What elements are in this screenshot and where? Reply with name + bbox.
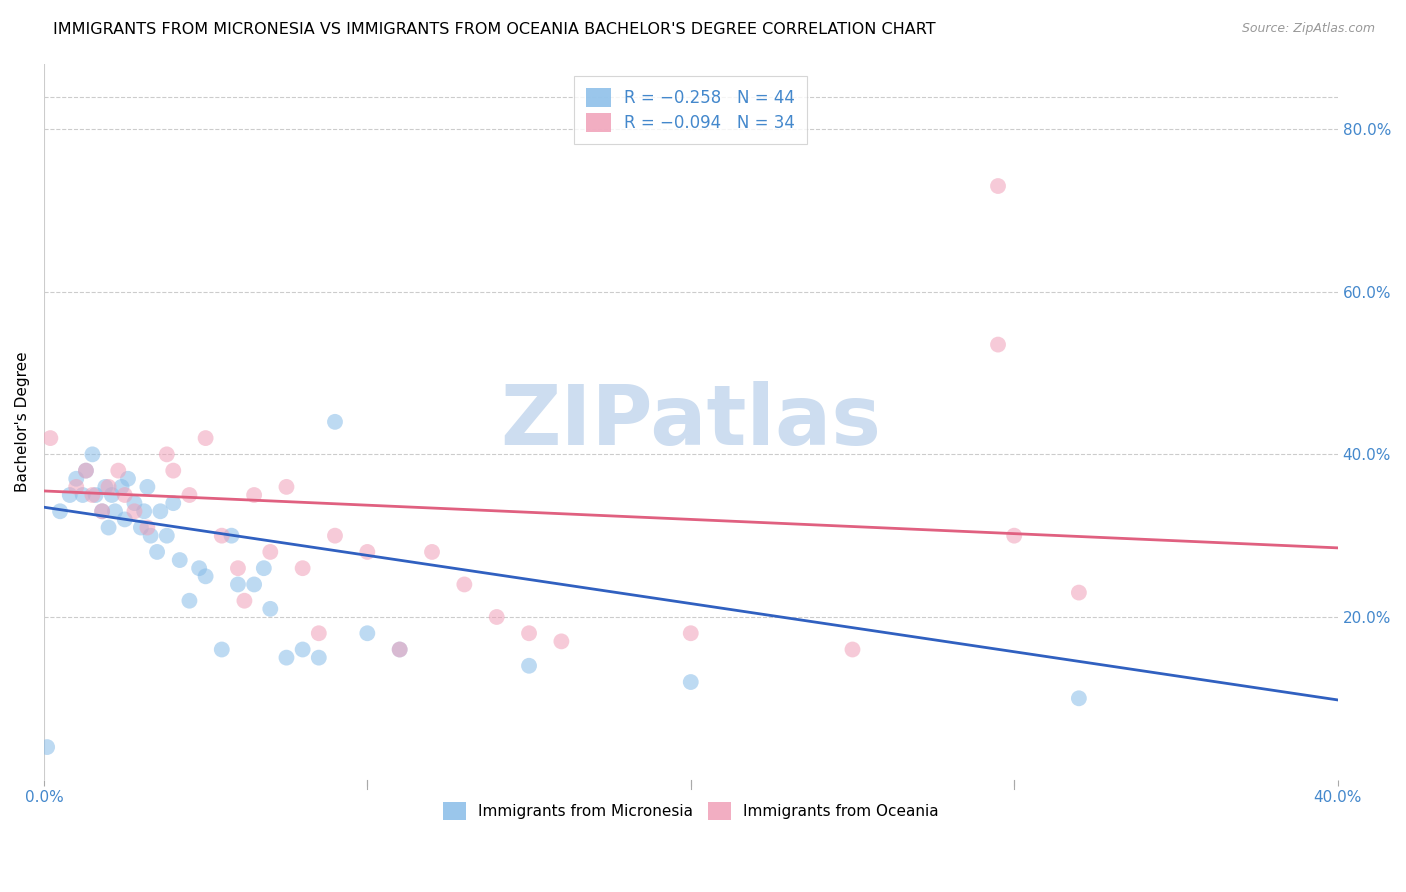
Point <box>226 561 249 575</box>
Point <box>94 480 117 494</box>
Point <box>841 642 863 657</box>
Point <box>136 520 159 534</box>
Point <box>65 480 87 494</box>
Text: IMMIGRANTS FROM MICRONESIA VS IMMIGRANTS FROM OCEANIA BACHELOR'S DEGREE CORRELAT: IMMIGRANTS FROM MICRONESIA VS IMMIGRANTS… <box>53 22 936 37</box>
Point <box>987 337 1010 351</box>
Point <box>308 650 330 665</box>
Point <box>243 577 266 591</box>
Point <box>276 480 298 494</box>
Point <box>91 504 114 518</box>
Point <box>91 504 114 518</box>
Point <box>987 179 1010 194</box>
Point <box>179 593 201 607</box>
Point <box>356 626 378 640</box>
Point <box>179 488 201 502</box>
Point <box>291 561 314 575</box>
Point <box>136 480 159 494</box>
Point <box>82 447 104 461</box>
Point <box>65 472 87 486</box>
Point <box>323 415 346 429</box>
Point <box>679 626 702 640</box>
Point <box>139 529 162 543</box>
Point <box>276 650 298 665</box>
Point <box>97 480 120 494</box>
Point <box>75 464 97 478</box>
Point <box>107 464 129 478</box>
Point <box>485 610 508 624</box>
Point <box>75 464 97 478</box>
Point <box>156 529 179 543</box>
Y-axis label: Bachelor's Degree: Bachelor's Degree <box>15 351 30 492</box>
Point <box>156 447 179 461</box>
Point <box>259 545 281 559</box>
Point <box>101 488 124 502</box>
Point <box>291 642 314 657</box>
Point <box>104 504 127 518</box>
Point <box>146 545 169 559</box>
Point <box>259 602 281 616</box>
Point <box>129 520 152 534</box>
Point <box>388 642 411 657</box>
Point <box>37 740 59 755</box>
Legend: Immigrants from Micronesia, Immigrants from Oceania: Immigrants from Micronesia, Immigrants f… <box>436 796 945 826</box>
Point <box>221 529 243 543</box>
Point <box>323 529 346 543</box>
Point <box>517 626 540 640</box>
Point <box>211 642 233 657</box>
Point <box>162 464 184 478</box>
Point <box>117 472 139 486</box>
Point <box>39 431 62 445</box>
Point <box>49 504 72 518</box>
Point <box>124 496 146 510</box>
Point <box>517 658 540 673</box>
Point <box>226 577 249 591</box>
Point <box>388 642 411 657</box>
Point <box>169 553 191 567</box>
Point <box>84 488 107 502</box>
Point <box>1002 529 1025 543</box>
Point <box>550 634 572 648</box>
Point <box>114 512 136 526</box>
Text: Source: ZipAtlas.com: Source: ZipAtlas.com <box>1241 22 1375 36</box>
Point <box>82 488 104 502</box>
Point <box>420 545 443 559</box>
Point <box>114 488 136 502</box>
Point <box>211 529 233 543</box>
Point <box>59 488 82 502</box>
Point <box>110 480 132 494</box>
Point <box>233 593 256 607</box>
Point <box>194 431 217 445</box>
Point <box>134 504 156 518</box>
Point <box>188 561 211 575</box>
Point <box>124 504 146 518</box>
Point <box>1067 691 1090 706</box>
Point <box>453 577 475 591</box>
Point <box>356 545 378 559</box>
Point <box>149 504 172 518</box>
Point <box>72 488 94 502</box>
Point <box>97 520 120 534</box>
Point <box>243 488 266 502</box>
Point <box>162 496 184 510</box>
Point <box>253 561 276 575</box>
Point <box>679 675 702 690</box>
Point <box>1067 585 1090 599</box>
Point <box>308 626 330 640</box>
Text: ZIPatlas: ZIPatlas <box>501 382 882 462</box>
Point <box>194 569 217 583</box>
